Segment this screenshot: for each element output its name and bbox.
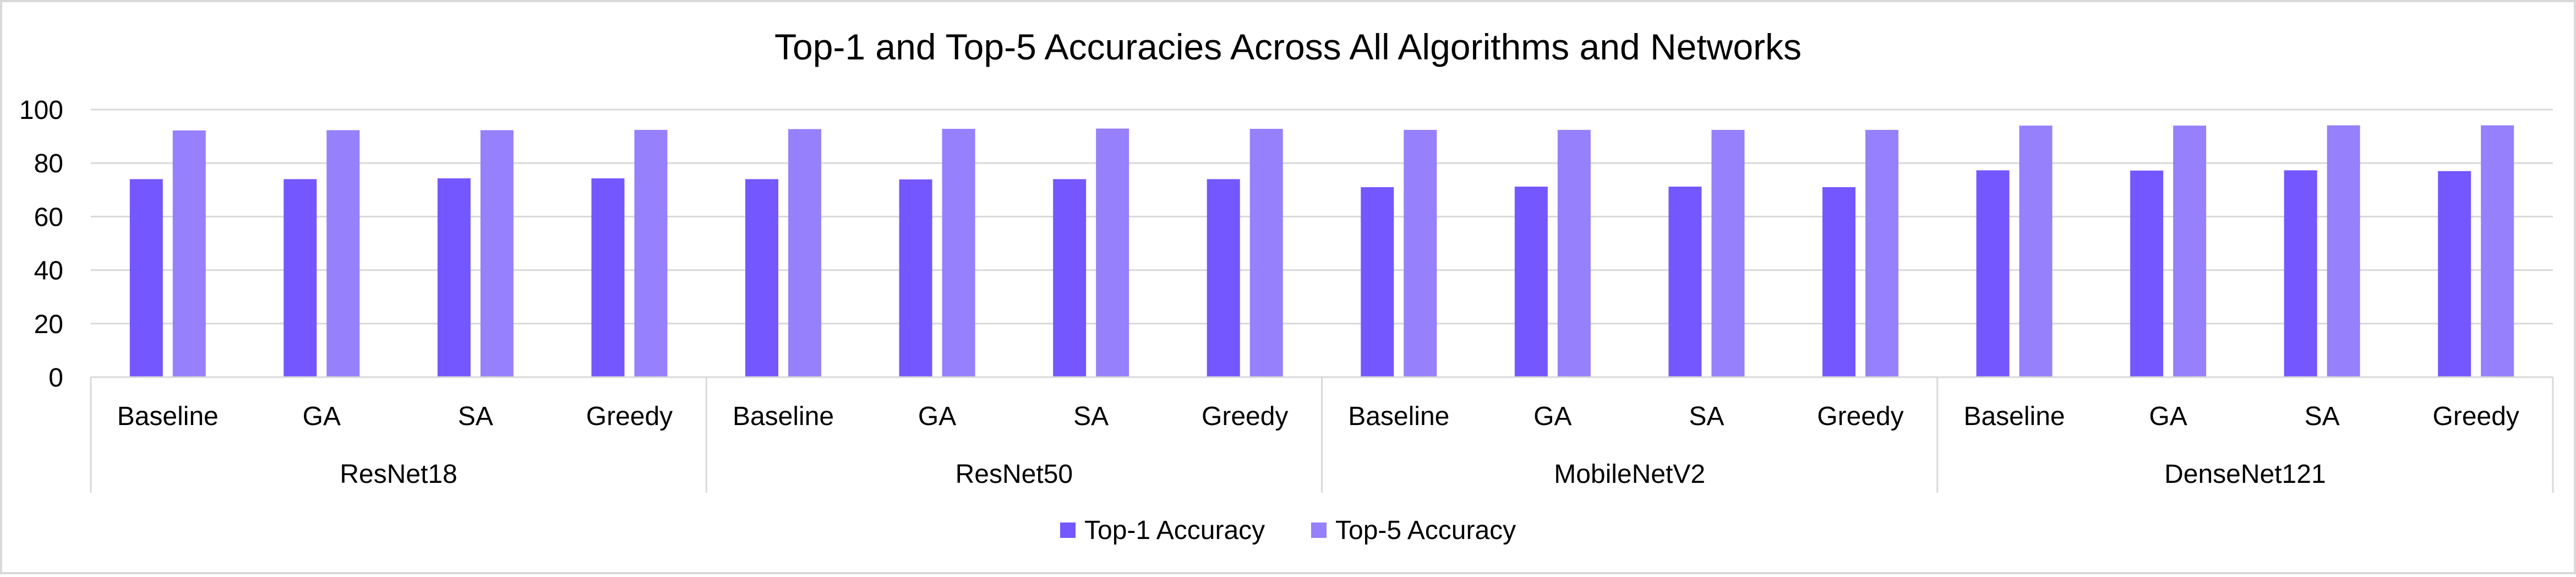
x-tick-label: Greedy: [1817, 402, 1903, 431]
group-label: MobileNetV2: [1554, 460, 1705, 489]
bar: [2173, 126, 2207, 377]
bar: [2284, 170, 2317, 377]
bar: [1404, 129, 1437, 377]
bar: [437, 178, 471, 377]
bar: [1668, 186, 1702, 377]
bar: [1249, 128, 1283, 377]
bar: [2130, 170, 2164, 377]
bar: [480, 130, 514, 377]
y-tick-label: 20: [34, 310, 63, 339]
y-axis-tick-labels: 0 20 40 60 80 100: [19, 96, 63, 393]
group-label: DenseNet121: [2164, 460, 2326, 489]
x-tick-label: SA: [1689, 402, 1724, 431]
x-tick-label: Baseline: [1963, 402, 2065, 431]
x-tick-label: GA: [1533, 402, 1571, 431]
x-tick-label: Greedy: [2433, 402, 2519, 431]
x-tick-label: Greedy: [1202, 402, 1288, 431]
bar: [1865, 129, 1898, 377]
bar: [1822, 187, 1855, 377]
x-tick-label: SA: [1073, 402, 1109, 431]
bar: [2438, 171, 2471, 377]
bar: [2019, 126, 2053, 377]
bar: [1361, 187, 1394, 377]
legend-swatch: [1060, 522, 1076, 538]
x-tick-label: Baseline: [733, 402, 834, 431]
chart-title: Top-1 and Top-5 Accuracies Across All Al…: [774, 26, 1802, 67]
bar: [899, 179, 932, 377]
legend: Top-1 Accuracy Top-5 Accuracy: [1060, 516, 1516, 545]
bar: [1976, 170, 2010, 377]
y-tick-label: 0: [48, 363, 63, 393]
legend-label: Top-5 Accuracy: [1335, 516, 1516, 545]
x-tick-label: SA: [2305, 402, 2340, 431]
bar: [172, 130, 206, 377]
bar: [1557, 129, 1591, 377]
x-tick-label: GA: [918, 402, 956, 431]
bar: [2481, 125, 2514, 377]
bar: [591, 178, 625, 377]
bars: [129, 125, 2514, 378]
bar: [788, 129, 822, 377]
bar: [283, 179, 317, 377]
x-tick-label: Baseline: [117, 402, 219, 431]
legend-swatch: [1311, 522, 1327, 538]
group-label: ResNet18: [340, 460, 457, 489]
x-axis: Baseline GA SA Greedy ResNet18 Baseline GA SA Gr…: [90, 376, 2554, 493]
bar: [745, 179, 779, 377]
bar: [1711, 129, 1745, 377]
bar: [2327, 125, 2360, 377]
bar: [1514, 186, 1548, 377]
legend-label: Top-1 Accuracy: [1084, 516, 1265, 545]
x-tick-label: GA: [303, 402, 341, 431]
x-tick-label: SA: [458, 402, 493, 431]
bar: [1207, 179, 1240, 377]
bar: [1053, 179, 1087, 377]
bar: [634, 129, 668, 377]
y-tick-label: 100: [19, 96, 63, 125]
bar: [326, 130, 360, 377]
y-tick-label: 40: [34, 257, 63, 286]
x-tick-label: Greedy: [586, 402, 673, 431]
y-tick-label: 80: [34, 149, 63, 178]
x-tick-label: Baseline: [1348, 402, 1449, 431]
bar: [1096, 128, 1129, 378]
bar: [129, 179, 163, 377]
y-tick-label: 60: [34, 203, 63, 232]
x-tick-label: GA: [2149, 402, 2187, 431]
group-label: ResNet50: [956, 460, 1073, 489]
bar: [942, 128, 975, 377]
